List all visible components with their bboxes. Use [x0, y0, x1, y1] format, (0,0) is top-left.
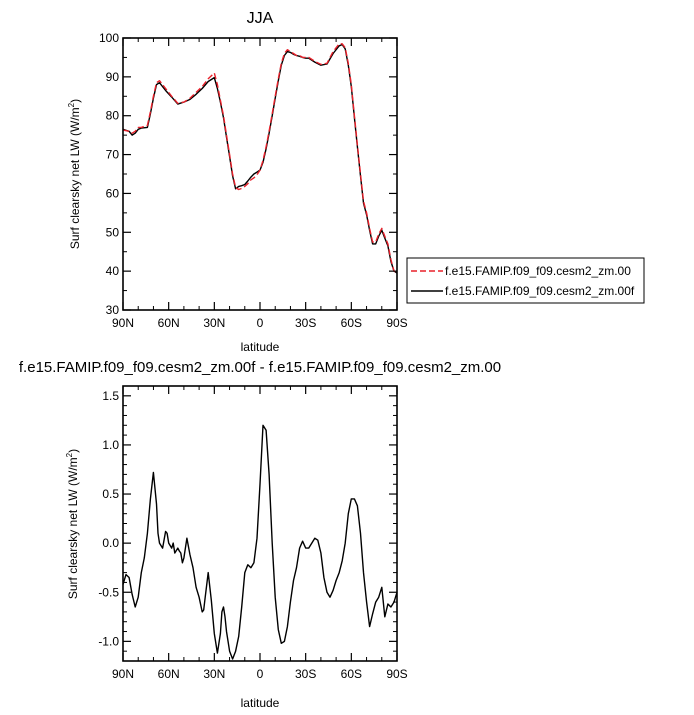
top-y-axis-label-sup: 2 — [67, 102, 76, 107]
bottom-x-tick-label: 90S — [386, 667, 407, 681]
top-y-axis-label-main: Surf clearsky net LW (W/m — [68, 107, 82, 249]
top-axis-ticks: 90N 60N 30N 0 30S 60S 90S 30 40 50 60 70 80 90 100 — [99, 31, 408, 330]
bottom-y-axis-label-sup: 2 — [65, 452, 74, 457]
bottom-x-tick-label: 30S — [295, 667, 316, 681]
bottom-y-tick-label: 1.5 — [102, 389, 119, 403]
legend-label-0: f.e15.FAMIP.f09_f09.cesm2_zm.00 — [445, 264, 631, 278]
top-y-tick-label: 40 — [106, 264, 120, 278]
top-y-tick-label: 30 — [106, 303, 120, 317]
top-y-axis-label: Surf clearsky net LW (W/m2) — [67, 99, 82, 249]
legend-box — [406, 257, 645, 304]
legend: f.e15.FAMIP.f09_f09.cesm2_zm.00 f.e15.FA… — [406, 257, 645, 304]
bottom-y-axis-label-main: Surf clearsky net LW (W/m — [66, 457, 80, 599]
top-x-tick-label: 60S — [341, 316, 362, 330]
bottom-x-tick-label: 30N — [203, 667, 225, 681]
top-series-line-0 — [122, 43, 398, 274]
top-y-tick-label: 80 — [106, 109, 120, 123]
bottom-y-tick-label: 0.5 — [102, 487, 119, 501]
bottom-axis-ticks: 90N 60N 30N 0 30S 60S 90S -1.0 -0.5 0.0 0.5 1.0 1.5 — [98, 385, 408, 681]
top-y-tick-label: 100 — [99, 31, 119, 45]
top-x-tick-label: 60N — [158, 316, 180, 330]
bottom-y-tick-label: -0.5 — [98, 585, 119, 599]
top-plot-frame — [122, 37, 398, 311]
bottom-y-tick-label: 0.0 — [102, 536, 119, 550]
bottom-y-axis-label-tail: ) — [66, 449, 80, 453]
bottom-y-tick-label: 1.0 — [102, 438, 119, 452]
top-x-tick-label: 0 — [257, 316, 264, 330]
panel-top: JJA 90N 60N 30N 0 30S 60S 90S 30 40 50 60 70 80 90 100… — [67, 10, 645, 354]
bottom-x-tick-label: 60S — [341, 667, 362, 681]
bottom-plot-frame — [122, 385, 398, 662]
bottom-x-tick-label: 90N — [112, 667, 134, 681]
top-y-tick-label: 70 — [106, 148, 120, 162]
bottom-x-tick-label: 0 — [257, 667, 264, 681]
top-y-tick-label: 50 — [106, 225, 120, 239]
panel-bottom: f.e15.FAMIP.f09_f09.cesm2_zm.00f - f.e15… — [19, 359, 501, 710]
bottom-series-line-0 — [122, 424, 398, 660]
bottom-chart-title: f.e15.FAMIP.f09_f09.cesm2_zm.00f - f.e15… — [19, 359, 501, 376]
bottom-x-tick-label: 60N — [158, 667, 180, 681]
top-y-axis-label-tail: ) — [68, 99, 82, 103]
top-y-tick-label: 90 — [106, 70, 120, 84]
legend-label-1: f.e15.FAMIP.f09_f09.cesm2_zm.00f — [445, 284, 635, 298]
bottom-y-axis-label: Surf clearsky net LW (W/m2) — [65, 449, 80, 599]
top-y-tick-label: 60 — [106, 186, 120, 200]
top-x-tick-label: 90N — [112, 316, 134, 330]
top-x-tick-label: 30N — [203, 316, 225, 330]
bottom-y-tick-label: -1.0 — [98, 634, 119, 648]
top-x-tick-label: 30S — [295, 316, 316, 330]
top-series-line-1 — [122, 43, 398, 274]
bottom-x-axis-label: latitude — [241, 696, 280, 710]
top-x-axis-label: latitude — [241, 340, 280, 354]
top-x-tick-label: 90S — [386, 316, 407, 330]
top-chart-title: JJA — [247, 10, 274, 27]
bottom-series-layer — [122, 424, 398, 660]
top-series-layer — [122, 43, 398, 274]
